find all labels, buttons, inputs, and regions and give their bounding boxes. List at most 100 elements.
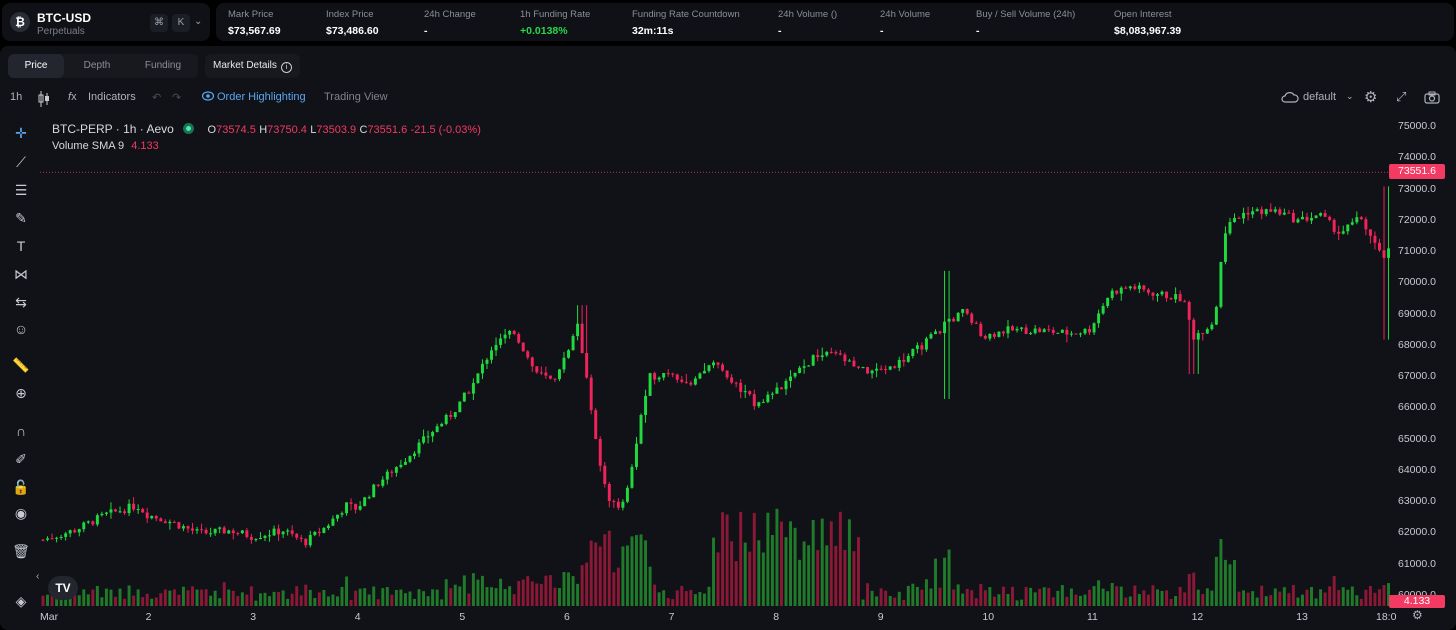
layers-icon[interactable]: ◈ xyxy=(15,593,27,609)
volume-bar xyxy=(684,591,688,606)
volume-bar xyxy=(354,590,358,606)
volume-bar xyxy=(1332,576,1336,606)
candle-body xyxy=(521,342,525,352)
undo-icon[interactable]: ↶ xyxy=(152,92,162,104)
eye-icon[interactable]: ◉ xyxy=(14,505,28,521)
magnet-icon[interactable]: ∩ xyxy=(15,423,27,439)
candle-body xyxy=(680,379,684,382)
candle-body xyxy=(1124,287,1128,289)
tab-funding[interactable]: Funding xyxy=(144,60,182,71)
trash-icon[interactable]: 🗑 xyxy=(12,543,30,559)
settings-gear-icon[interactable]: ⚙ xyxy=(1364,89,1378,106)
candle-body xyxy=(363,497,367,507)
chevron-down-icon[interactable]: ⌄ xyxy=(194,16,203,27)
candle-body xyxy=(100,513,104,516)
candle-type-icon[interactable] xyxy=(38,91,50,110)
volume-bar xyxy=(644,540,648,606)
volume-bar xyxy=(1350,586,1354,606)
redo-icon[interactable]: ↷ xyxy=(172,92,182,104)
market-selector[interactable]: ₿ BTC-USD Perpetuals ⌘ K ⌄ xyxy=(2,3,210,41)
brush-icon[interactable]: ✎ xyxy=(15,210,27,226)
candle-body xyxy=(413,453,416,457)
volume-bar xyxy=(1047,587,1051,606)
candle-body xyxy=(503,334,507,339)
indicators-icon[interactable]: fx xyxy=(68,91,77,103)
emoji-icon[interactable]: ☺ xyxy=(13,321,29,337)
volume-bar xyxy=(181,586,185,606)
volume-bar xyxy=(915,586,919,606)
zoom-in-icon[interactable]: ⊕ xyxy=(15,385,27,401)
market-details-button[interactable]: Market Details i xyxy=(205,54,300,78)
volume-bar xyxy=(277,592,281,606)
volume-bar xyxy=(1260,585,1264,606)
chart-toolbar: 1h fx Indicators ↶ ↷ Order Highlighting … xyxy=(0,88,1456,110)
x-tick-label: 10 xyxy=(982,611,995,623)
candle-body xyxy=(358,506,362,510)
volume-bar xyxy=(372,586,376,606)
chevron-left-icon[interactable]: ‹ xyxy=(36,571,40,582)
horizontal-lines-icon[interactable]: ☰ xyxy=(14,182,28,198)
volume-bar xyxy=(535,583,539,606)
candle-body xyxy=(1328,216,1332,220)
tradingview-logo-icon[interactable]: TV xyxy=(48,576,78,600)
pencil-lock-icon[interactable]: ✐ xyxy=(15,451,27,467)
candle-body xyxy=(480,363,484,374)
candle-body xyxy=(1011,326,1014,331)
candle-body xyxy=(1056,332,1060,334)
y-tick-label: 63000.0 xyxy=(1398,495,1436,508)
axis-settings-gear-icon[interactable]: ⚙ xyxy=(1412,608,1423,622)
candle-body xyxy=(530,357,534,367)
pattern-icon[interactable]: ⋈ xyxy=(14,266,28,282)
text-icon[interactable]: T xyxy=(16,238,26,254)
volume-bar xyxy=(1183,592,1187,606)
candle-body xyxy=(725,370,729,378)
indicators-button[interactable]: Indicators xyxy=(88,91,136,103)
tab-price[interactable]: Price xyxy=(8,54,64,78)
trading-view-toggle[interactable]: Trading View xyxy=(324,91,388,103)
candle-body xyxy=(766,394,770,403)
candle-body xyxy=(1255,209,1259,212)
candle-body xyxy=(340,513,344,515)
volume-bar xyxy=(1382,585,1386,606)
volume-bar xyxy=(838,511,842,606)
candlestick-chart[interactable] xyxy=(40,118,1390,606)
forecast-icon[interactable]: ⇆ xyxy=(15,294,27,310)
candle-body xyxy=(847,360,851,362)
crosshair-icon[interactable]: ✛ xyxy=(15,125,27,141)
lock-icon[interactable]: 🔓 xyxy=(12,479,30,495)
volume-bar xyxy=(716,552,720,606)
volume-bar xyxy=(1314,598,1318,606)
volume-bar xyxy=(444,579,448,606)
camera-icon[interactable] xyxy=(1424,91,1440,107)
order-highlighting-toggle[interactable]: Order Highlighting xyxy=(217,91,306,103)
volume-bar xyxy=(73,588,77,606)
candle-body xyxy=(295,533,299,538)
fullscreen-icon[interactable]: ⤢ xyxy=(1396,89,1407,104)
candle-body xyxy=(1015,328,1019,331)
tab-depth[interactable]: Depth xyxy=(83,60,111,71)
chevron-down-icon[interactable]: ⌄ xyxy=(1346,91,1354,101)
candle-body xyxy=(1169,298,1173,300)
candle-body xyxy=(784,381,788,390)
ruler-icon[interactable]: 📏 xyxy=(12,357,30,373)
candle-body xyxy=(915,345,919,349)
trend-line-icon[interactable]: ⟋ xyxy=(16,154,26,170)
volume-bar xyxy=(1346,589,1350,606)
volume-bar xyxy=(471,573,475,606)
volume-bar xyxy=(1033,592,1037,606)
volume-bar xyxy=(825,545,829,606)
candle-body xyxy=(91,521,95,525)
candle-body xyxy=(59,536,63,538)
layout-selector[interactable]: default xyxy=(1303,91,1337,103)
interval-selector[interactable]: 1h xyxy=(10,91,23,103)
volume-bar xyxy=(1196,589,1200,606)
candle-body xyxy=(1042,329,1046,333)
volume-bar xyxy=(1029,587,1033,606)
candle-body xyxy=(1223,233,1227,262)
candle-body xyxy=(1346,224,1350,232)
candle-body xyxy=(834,352,838,354)
candle-body xyxy=(286,530,290,532)
candle-body xyxy=(1178,294,1182,302)
candle-body xyxy=(417,442,421,454)
volume-bar xyxy=(1146,594,1150,606)
